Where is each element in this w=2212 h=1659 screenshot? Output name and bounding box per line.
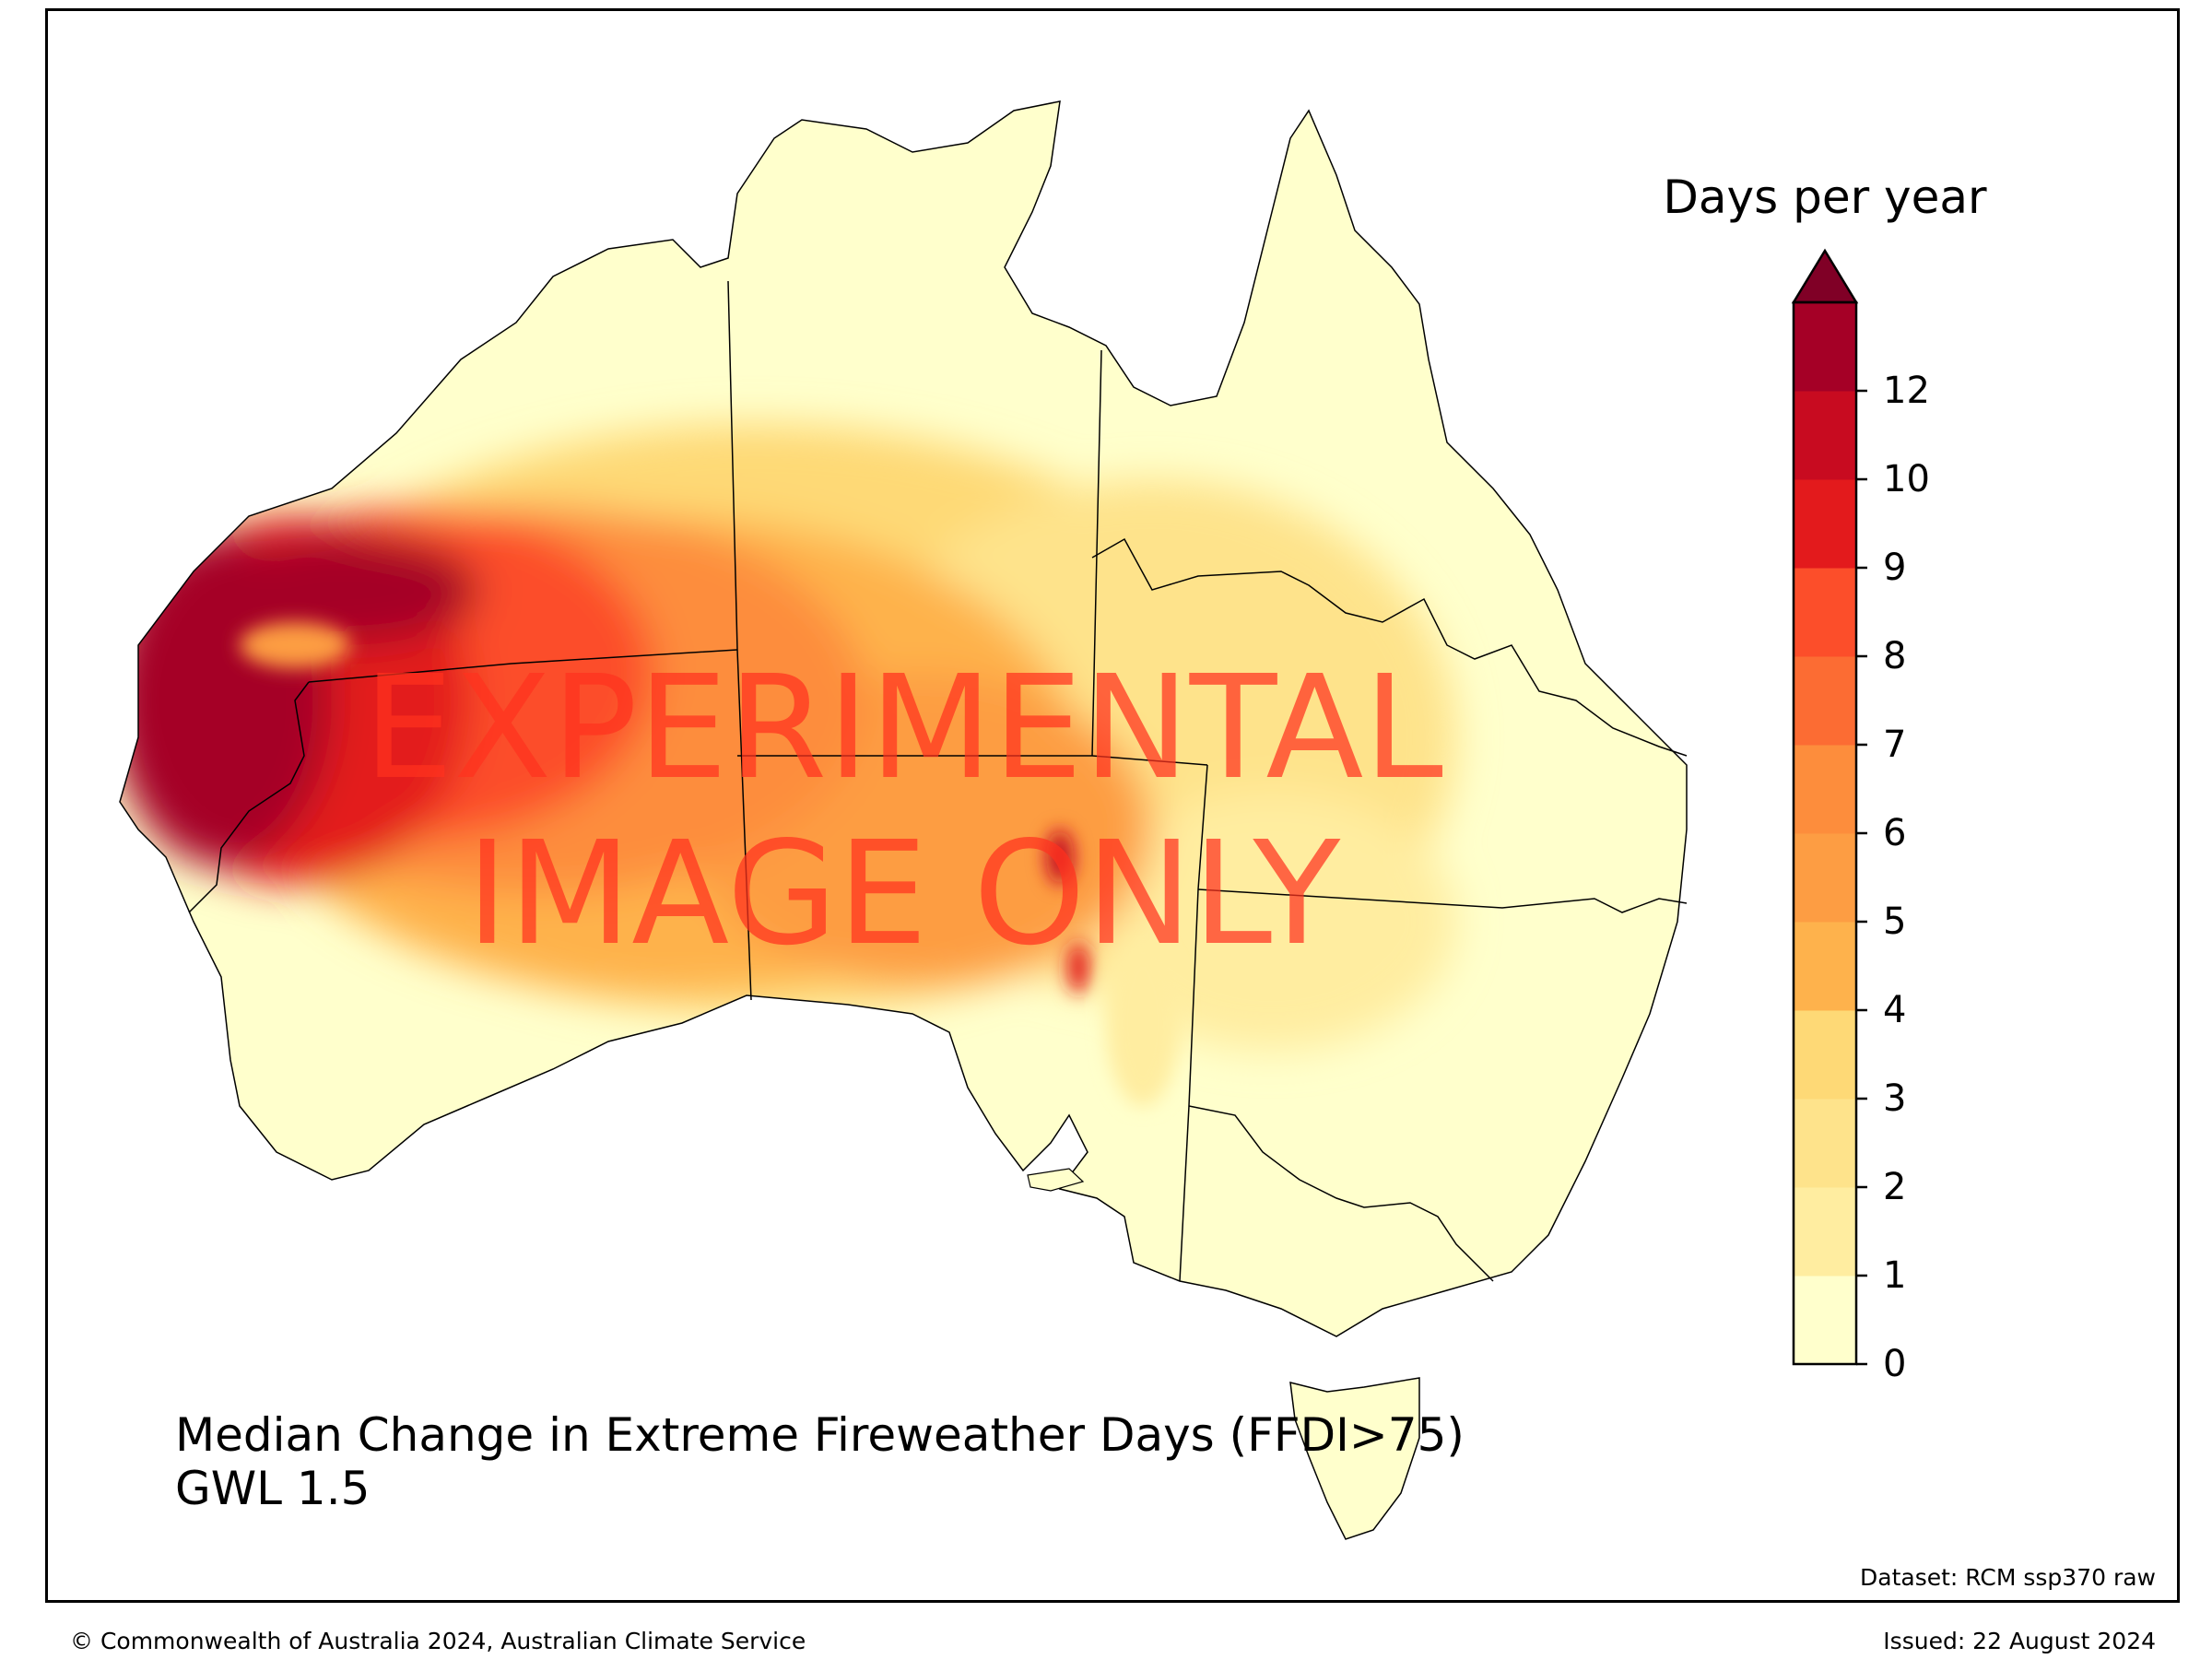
map-title-line-2: GWL 1.5	[175, 1462, 371, 1515]
fireweather-field	[120, 424, 1456, 1106]
colorbar-tick-label: 1	[1883, 1254, 1907, 1297]
map-title: Median Change in Extreme Fireweather Day…	[175, 1408, 1465, 1515]
colorbar-segment	[1794, 1010, 1856, 1100]
colorbar-tick-label: 12	[1883, 370, 1930, 412]
colorbar-segment	[1794, 1187, 1856, 1277]
colorbar-segment	[1794, 833, 1856, 923]
border-sa-north	[737, 755, 1208, 766]
colorbar-segment	[1794, 391, 1856, 480]
map-title-line-1: Median Change in Extreme Fireweather Day…	[175, 1408, 1465, 1462]
colorbar-tick-label: 9	[1883, 547, 1907, 589]
colorbar-segment	[1794, 568, 1856, 657]
colorbar-tick-label: 4	[1883, 989, 1907, 1031]
colorbar-segment	[1794, 479, 1856, 569]
dataset-label: Dataset: RCM ssp370 raw	[1860, 1564, 2156, 1591]
colorbar-segment	[1794, 1099, 1856, 1188]
colorbar-tick-label: 3	[1883, 1077, 1907, 1120]
border-nt-sa	[308, 649, 738, 683]
border-vic-nsw	[1188, 1105, 1494, 1282]
issued-date: Issued: 22 August 2024	[1883, 1628, 2156, 1654]
colorbar-segment	[1794, 302, 1856, 392]
border-sa-nsw	[1179, 764, 1208, 1282]
kangaroo-island	[1027, 1168, 1085, 1192]
tasmania	[1289, 1377, 1420, 1540]
colorbar-segment	[1794, 656, 1856, 746]
colorbar-tick-label: 8	[1883, 635, 1907, 677]
coastline	[119, 100, 1688, 1337]
border-qld-nsw	[1091, 537, 1688, 757]
border-nsw-south	[1197, 888, 1688, 913]
colorbar-segment	[1794, 745, 1856, 834]
legend-title: Days per year	[1663, 171, 1987, 224]
border-wa-west	[188, 681, 310, 913]
colorbar-tick-label: 7	[1883, 724, 1907, 766]
colorbar-segment	[1794, 922, 1856, 1011]
colorbar-tick-label: 0	[1883, 1343, 1907, 1385]
colorbar-tick-label: 5	[1883, 900, 1907, 943]
colorbar-extend-arrow	[1791, 248, 1859, 304]
colorbar	[1791, 248, 1867, 1366]
copyright-text: © Commonwealth of Australia 2024, Austra…	[70, 1628, 806, 1654]
colorbar-segment	[1794, 1276, 1856, 1365]
colorbar-tick-label: 10	[1883, 458, 1930, 500]
state-borders	[188, 280, 1688, 1282]
colorbar-tick-label: 6	[1883, 812, 1907, 854]
border-nt-qld	[1091, 349, 1102, 757]
colorbar-tick-label: 2	[1883, 1166, 1907, 1208]
